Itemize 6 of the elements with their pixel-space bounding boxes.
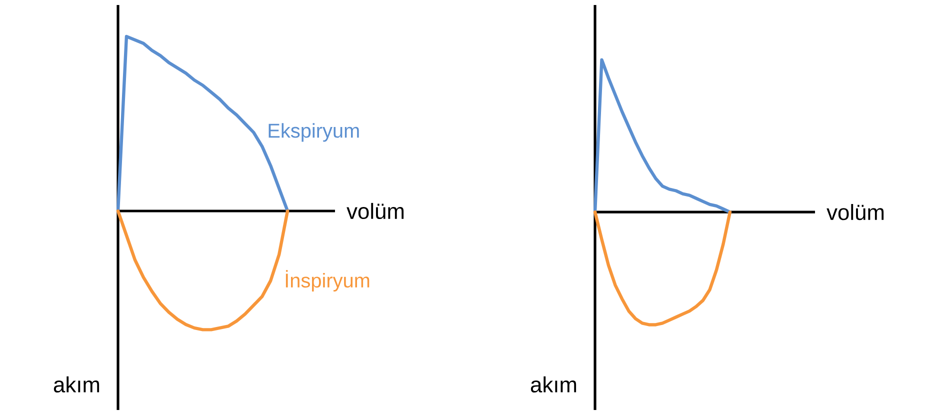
- y-axis-title: akım: [54, 376, 100, 392]
- x-axis-title: volüm: [826, 204, 884, 220]
- series-label: İnspiryum: [286, 270, 370, 292]
- series-label: Ekspiryum: [268, 123, 359, 142]
- x-axis-title: volüm: [346, 202, 404, 220]
- y-axis-title: akım: [530, 376, 576, 392]
